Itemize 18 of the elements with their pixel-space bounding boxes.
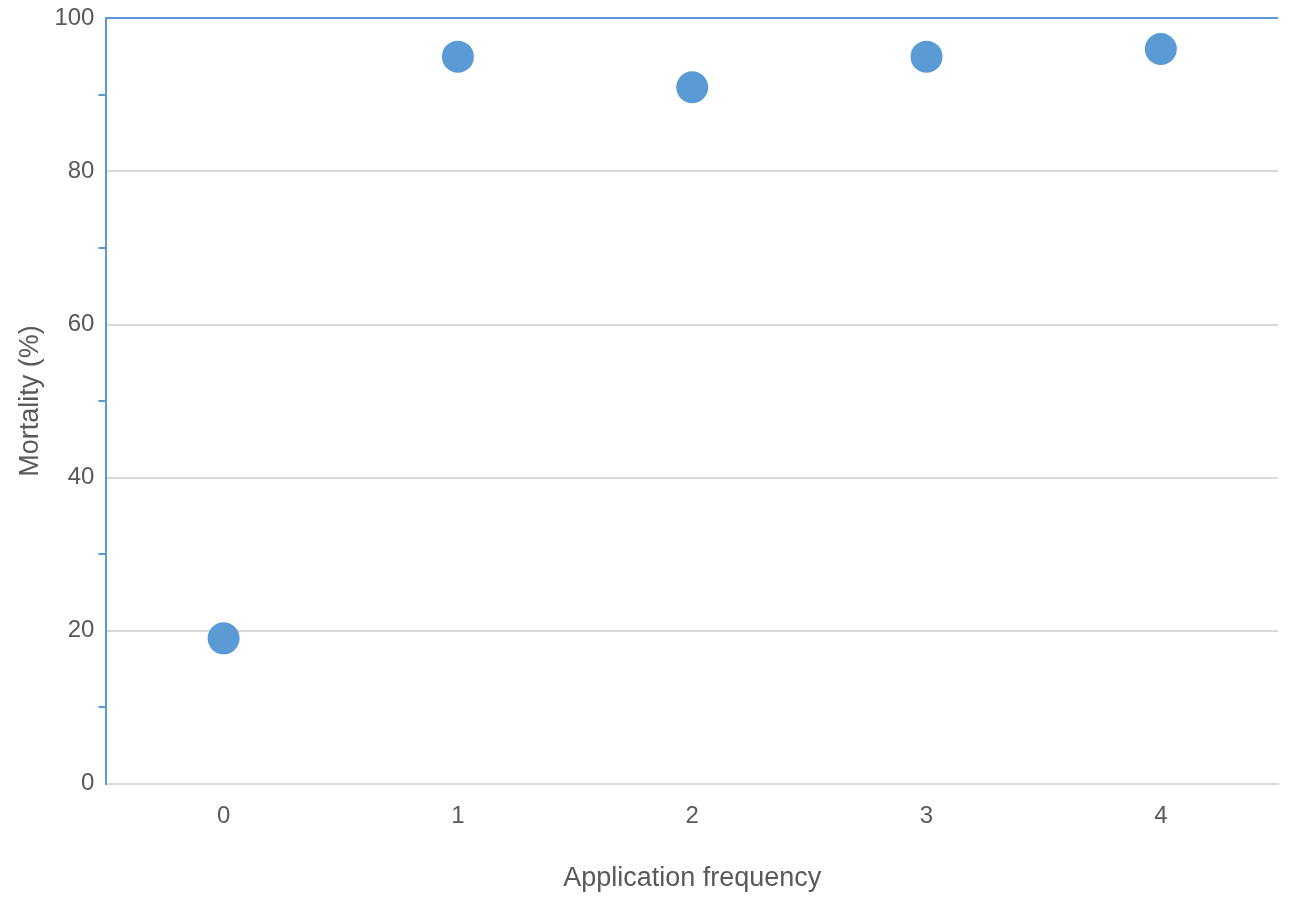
x-tick-label: 0 [216, 800, 231, 828]
x-tick-label: 1 [451, 800, 465, 828]
x-axis-title: Application frequency [563, 862, 822, 893]
y-tick-label: 60 [67, 309, 95, 337]
point [441, 40, 474, 73]
y-tick-label: 0 [81, 768, 95, 796]
point [1144, 33, 1177, 66]
point [676, 71, 709, 104]
y-tick-label: 40 [67, 462, 95, 490]
y-axis-title: Mortality (%) [13, 325, 44, 477]
x-tick-label: 2 [685, 800, 699, 828]
point [207, 622, 240, 655]
y-tick-label: 100 [54, 3, 95, 31]
x-tick-label: 4 [1154, 800, 1168, 828]
y-tick-label: 80 [67, 156, 95, 184]
y-tick-label: 20 [67, 615, 95, 643]
x-tick-label: 3 [919, 800, 934, 828]
point [910, 40, 943, 73]
